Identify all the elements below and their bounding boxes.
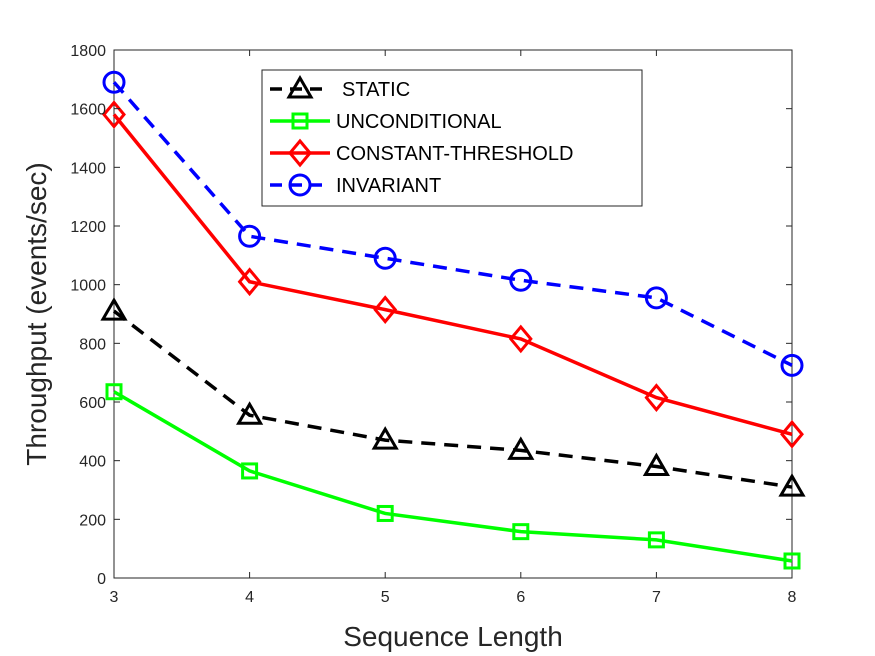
data-point-static — [642, 452, 671, 477]
series-line-invariant — [112, 81, 793, 367]
data-point-constant-threshold — [373, 295, 398, 324]
data-point-constant-threshold — [102, 100, 126, 129]
data-point-invariant — [509, 268, 533, 292]
tick-layer: 3 4 5 6 7 8 0 200 400 600 800 1000 1200 1400 1600 1800 — [70, 43, 796, 606]
legend-label-unconditional: UNCONDITIONAL — [336, 111, 502, 133]
data-point-static — [507, 436, 535, 460]
data-point-invariant — [373, 246, 397, 270]
y-tick-label: 400 — [79, 454, 106, 471]
series-constant-threshold — [102, 100, 804, 449]
data-point-unconditional — [512, 523, 530, 541]
data-point-static — [371, 426, 399, 450]
series-line-constant-threshold — [112, 113, 793, 436]
legend-item-invariant: INVARIANT — [270, 173, 441, 197]
data-point-invariant — [780, 353, 804, 377]
data-point-unconditional — [783, 552, 801, 570]
data-point-unconditional — [376, 504, 394, 522]
x-tick-label: 6 — [516, 589, 525, 606]
data-point-invariant — [238, 224, 262, 248]
x-tick-label: 3 — [110, 589, 119, 606]
series-static — [100, 297, 806, 497]
series-line-unconditional — [113, 390, 793, 563]
x-tick-label: 5 — [381, 589, 390, 606]
legend-box — [261, 69, 643, 207]
data-point-constant-threshold — [508, 324, 533, 354]
x-tick-label: 8 — [788, 589, 797, 606]
data-point-static — [778, 473, 806, 497]
legend-item-unconditional: UNCONDITIONAL — [270, 111, 502, 133]
legend-marker-static — [286, 75, 314, 99]
y-tick-label: 800 — [79, 336, 106, 353]
y-tick-label: 1400 — [70, 160, 106, 177]
y-axis-title: Throughput (events/sec) — [21, 162, 52, 466]
data-point-invariant — [644, 286, 668, 310]
legend-marker-invariant — [288, 173, 312, 197]
legend-label-constant-threshold: CONSTANT-THRESHOLD — [336, 143, 573, 165]
legend-label-static: STATIC — [342, 79, 410, 101]
legend-marker-unconditional — [291, 112, 309, 130]
y-tick-label: 1000 — [70, 278, 106, 295]
data-point-unconditional — [647, 531, 665, 549]
y-tick-label: 0 — [97, 571, 106, 588]
data-point-unconditional — [105, 383, 123, 401]
legend-marker-constant-threshold — [288, 138, 312, 168]
legend-item-constant-threshold: CONSTANT-THRESHOLD — [270, 138, 573, 168]
series-layer — [100, 70, 806, 570]
series-invariant — [102, 70, 804, 377]
series-unconditional — [105, 383, 801, 570]
data-point-constant-threshold — [644, 383, 669, 412]
data-point-invariant — [102, 70, 126, 94]
data-point-static — [235, 401, 264, 425]
y-tick-label: 1800 — [70, 43, 106, 60]
series-line-static — [112, 309, 793, 489]
x-tick-label: 4 — [245, 589, 254, 606]
y-tick-label: 1200 — [70, 219, 106, 236]
legend: STATIC UNCONDITIONAL CONSTANT-THRESHOLD INV… — [261, 69, 643, 207]
data-point-static — [100, 297, 128, 321]
x-tick-label: 7 — [652, 589, 661, 606]
legend-item-static: STATIC — [270, 75, 410, 101]
legend-label-invariant: INVARIANT — [336, 175, 441, 197]
y-tick-label: 1600 — [70, 102, 106, 119]
data-point-constant-threshold — [780, 419, 804, 449]
y-tick-label: 200 — [79, 512, 106, 529]
data-point-constant-threshold — [237, 267, 262, 297]
data-point-unconditional — [241, 462, 259, 480]
y-tick-label: 600 — [79, 395, 106, 412]
x-axis-title: Sequence Length — [343, 621, 563, 652]
